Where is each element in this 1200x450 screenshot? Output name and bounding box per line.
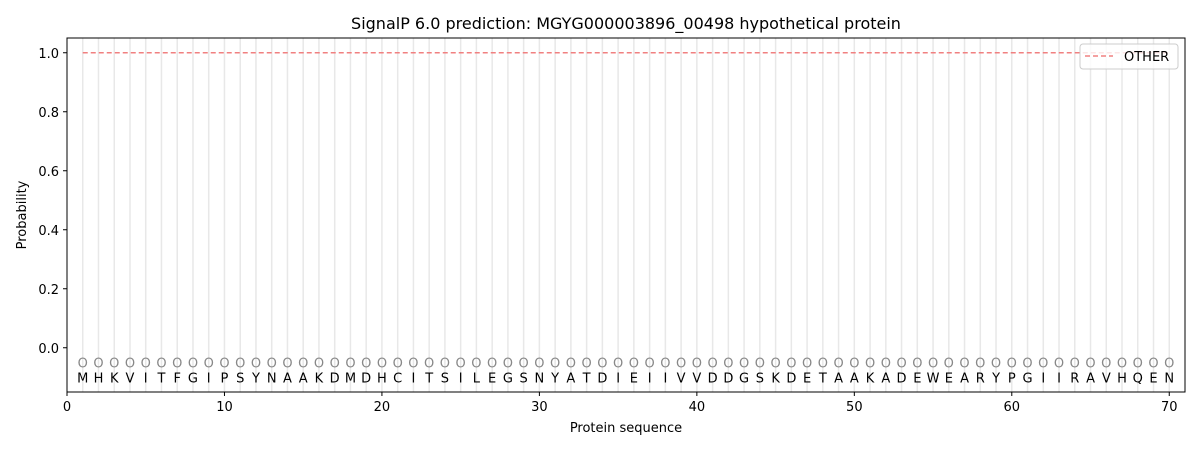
x-tick-label: 40	[689, 400, 706, 415]
y-tick-label: 0.2	[38, 283, 59, 298]
x-tick-label: 60	[1004, 400, 1021, 415]
legend-box	[1079, 43, 1179, 70]
x-axis-label: Protein sequence	[570, 421, 682, 436]
sequence-labels: OOOOOOOOOOOOOOOOOOOOOOOOOOOOOOOOOOOOOOOO…	[77, 357, 1174, 387]
y-axis-label: Probability	[15, 180, 30, 249]
residue-sequence: MHKVITFGIPSYNAAKDMDHCITSILEGSNYATDIEIIVV…	[77, 371, 1174, 386]
x-axis-ticks: 0 10 20 30 40 50 60 70	[63, 392, 1178, 415]
chart-title: SignalP 6.0 prediction: MGYG000003896_00…	[351, 14, 901, 34]
y-tick-label: 0.6	[38, 165, 59, 180]
legend-label-other: OTHER	[1124, 50, 1169, 65]
predicted-labels: OOOOOOOOOOOOOOOOOOOOOOOOOOOOOOOOOOOOOOOO…	[78, 357, 1175, 372]
x-tick-label: 30	[531, 400, 548, 415]
plot-frame	[66, 37, 1186, 393]
residue-gridlines	[81, 38, 1171, 392]
x-tick-label: 0	[63, 400, 71, 415]
y-tick-label: 0.8	[38, 106, 59, 121]
y-axis-ticks: 0.0 0.2 0.4 0.6 0.8 1.0	[38, 47, 67, 357]
x-tick-label: 50	[846, 400, 863, 415]
y-tick-label: 0.0	[38, 342, 59, 357]
x-tick-label: 70	[1161, 400, 1178, 415]
y-tick-label: 1.0	[38, 47, 59, 62]
y-tick-label: 0.4	[38, 224, 59, 239]
legend: OTHER	[1079, 43, 1179, 70]
x-tick-label: 20	[374, 400, 391, 415]
x-tick-label: 10	[216, 400, 233, 415]
